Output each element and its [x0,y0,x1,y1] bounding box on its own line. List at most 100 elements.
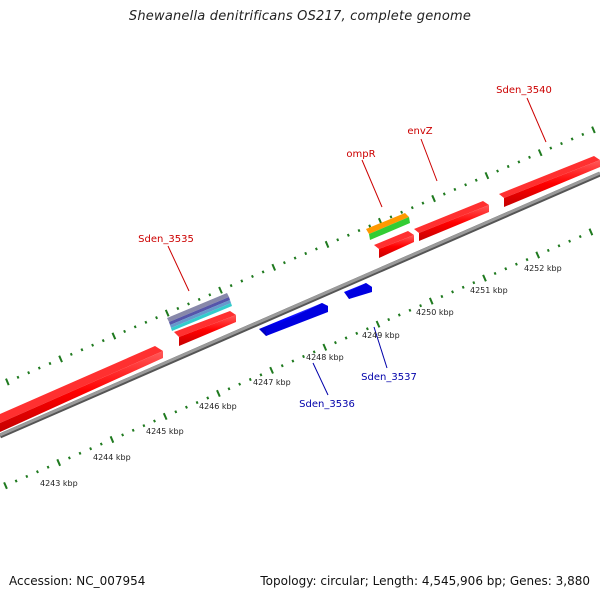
genome-title: Shewanella denitrificans OS217, complete… [128,9,472,24]
kbp-label: 4247 kbp [253,378,291,387]
major-tick [428,297,434,305]
minor-tick [259,373,263,377]
minor-tick [546,248,550,252]
minor-tick [229,283,233,288]
minor-tick [101,338,105,343]
minor-tick [80,348,84,352]
major-tick [271,263,277,271]
minor-tick [238,382,242,386]
gene-envZ[interactable] [414,201,489,241]
kbp-label: 4244 kbp [93,453,131,462]
minor-tick [240,279,244,283]
major-tick [216,389,221,398]
minor-tick [397,313,401,317]
minor-tick [123,329,127,333]
minor-tick [365,327,369,331]
minor-tick [176,306,180,311]
gene-label-sden-3537: Sden_3537 [361,372,417,383]
minor-tick [14,479,18,483]
gene-label-sden-3535: Sden_3535 [138,234,194,245]
major-tick [162,412,168,421]
minor-tick [153,419,156,423]
footer-accession: Accession: NC_007954 [9,574,146,588]
minor-tick [248,377,252,382]
major-tick [484,172,490,180]
minor-tick [174,410,178,414]
minor-tick [461,285,465,289]
gene-sden-3535[interactable] [174,311,236,346]
minor-tick [387,318,391,322]
minor-tick [453,187,457,191]
minor-tick [493,271,497,275]
major-tick [324,240,330,248]
minor-tick [400,210,404,214]
minor-tick [525,257,529,262]
minor-tick [206,396,210,400]
kbp-label: 4250 kbp [416,308,454,317]
minor-tick [280,364,284,368]
minor-tick [355,331,359,336]
minor-tick [506,164,510,169]
label-leaders [167,97,547,396]
gene-label-sden-3536: Sden_3536 [299,399,355,410]
gene-sden-3540[interactable] [499,156,600,207]
kbp-label: 4246 kbp [199,402,237,411]
minor-tick [48,361,52,366]
minor-tick [16,375,20,379]
minor-tick [67,456,71,460]
minor-tick [187,302,190,306]
feature-stack-sden-3535[interactable] [167,293,232,331]
minor-tick [570,137,574,141]
minor-tick [197,297,201,301]
minor-tick [464,183,468,187]
minor-tick [408,308,412,312]
minor-tick [250,274,254,279]
minor-tick [304,251,308,256]
minor-tick [368,224,372,228]
major-tick [431,194,436,203]
minor-tick [293,256,297,260]
minor-tick [282,261,286,265]
minor-tick [46,465,50,469]
minor-tick [581,132,585,136]
gene-sden-3537[interactable] [344,283,372,299]
minor-tick [410,206,414,210]
major-tick [164,309,170,317]
kbp-scale-labels: 4243 kbp 4244 kbp 4245 kbp 4246 kbp 4247… [40,264,562,488]
feature-stack-ompR[interactable] [366,213,410,240]
minor-tick [333,340,337,345]
kbp-label: 4248 kbp [306,353,344,362]
minor-tick [440,294,444,299]
minor-tick [131,428,135,432]
gene-block-left[interactable] [0,346,163,432]
minor-tick [389,215,393,219]
gene-sden-3536[interactable] [259,303,328,336]
major-tick [218,286,223,294]
major-tick [537,149,543,157]
minor-tick [25,474,29,478]
minor-tick [560,142,563,146]
major-tick [5,378,10,386]
minor-tick [302,354,305,359]
minor-tick [451,290,455,294]
minor-tick [144,320,148,324]
minor-tick [155,316,159,320]
minor-tick [344,336,348,340]
upper-tick-track [5,126,596,386]
minor-tick [37,366,41,370]
major-tick [3,481,8,490]
gene-ompR[interactable] [374,231,414,258]
minor-tick [568,239,572,243]
major-tick [588,228,594,236]
minor-tick [557,244,561,248]
minor-tick [312,350,316,354]
minor-tick [528,155,531,159]
minor-tick [99,442,103,446]
minor-tick [78,451,82,455]
gene-label-envZ: envZ [407,126,432,137]
kbp-label: 4245 kbp [146,427,184,436]
kbp-label: 4243 kbp [40,479,78,488]
minor-tick [514,262,518,266]
minor-tick [27,371,31,375]
